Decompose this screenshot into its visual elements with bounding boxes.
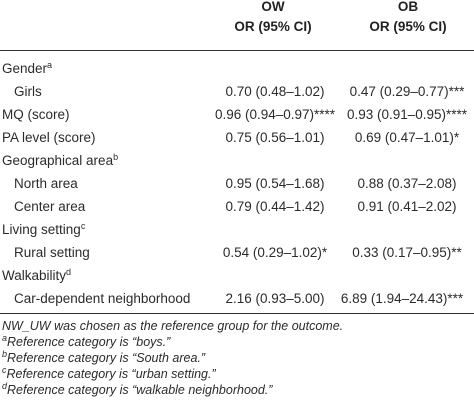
ob-value: 0.88 (0.37–2.08) [357, 176, 457, 191]
row-label: Geographical areab [2, 152, 119, 169]
ow-value: 0.95 (0.54–1.68) [225, 176, 325, 191]
header-rule [0, 50, 474, 51]
col-ob-title: OB [397, 0, 419, 14]
row-label: MQ (score) [2, 107, 70, 122]
table-row: North area 0.95 (0.54–1.68) 0.88 (0.37–2… [0, 172, 474, 195]
row-label: Walkabilityd [2, 267, 72, 284]
ow-value: 0.75 (0.56–1.01) [225, 130, 325, 145]
table-row: Girls 0.70 (0.48–1.02) 0.47 (0.29–0.77)*… [0, 80, 474, 103]
ow-value: 2.16 (0.93–5.00) [225, 291, 325, 306]
row-label: Rural setting [14, 245, 90, 260]
ob-value: 0.33 (0.17–0.95)** [352, 245, 462, 260]
col-ob-subtitle: OR (95% CI) [369, 19, 447, 34]
ob-value: 0.91 (0.41–2.02) [357, 199, 457, 214]
ob-value: 6.89 (1.94–24.43)*** [340, 291, 464, 306]
row-label: Center area [14, 199, 86, 214]
row-label: North area [14, 176, 78, 191]
table-row: MQ (score) 0.96 (0.94–0.97)**** 0.93 (0.… [0, 103, 474, 126]
row-label: PA level (score) [2, 130, 96, 145]
ob-value: 0.47 (0.29–0.77)*** [349, 84, 465, 99]
table-row: Walkabilityd [0, 264, 474, 287]
table-header: OW OB OR (95% CI) OR (95% CI) [0, 0, 474, 52]
ob-value: 0.93 (0.91–0.95)**** [346, 107, 468, 122]
row-label: Gendera [2, 60, 53, 77]
ow-value: 0.70 (0.48–1.02) [225, 84, 325, 99]
table-row: Rural setting 0.54 (0.29–1.02)* 0.33 (0.… [0, 241, 474, 264]
footnote-reference-group: NW_UW was chosen as the reference group … [2, 319, 344, 333]
table-row: Living settingc [0, 218, 474, 241]
ow-value: 0.54 (0.29–1.02)* [222, 245, 328, 260]
col-ow-subtitle: OR (95% CI) [234, 19, 312, 34]
row-label: Girls [14, 84, 42, 99]
table-row: PA level (score) 0.75 (0.56–1.01) 0.69 (… [0, 126, 474, 149]
footnote-a: aReference category is “boys.” [2, 333, 171, 350]
row-label: Living settingc [2, 221, 86, 238]
ow-value: 0.79 (0.44–1.42) [225, 199, 325, 214]
table-row: Car-dependent neighborhood 2.16 (0.93–5.… [0, 287, 474, 310]
ow-value: 0.96 (0.94–0.97)**** [214, 107, 336, 122]
table-row: Center area 0.79 (0.44–1.42) 0.91 (0.41–… [0, 195, 474, 218]
table-row: Geographical areab [0, 149, 474, 172]
ob-value: 0.69 (0.47–1.01)* [354, 130, 460, 145]
table-row: Gendera [0, 57, 474, 80]
footnote-b: bReference category is “South area.” [2, 349, 206, 366]
table-bottom-rule [0, 313, 474, 314]
col-ow-title: OW [261, 0, 285, 14]
footnote-c: cReference category is “urban setting.” [2, 365, 216, 382]
row-label: Car-dependent neighborhood [14, 291, 191, 306]
footnote-d: dReference category is “walkable neighbo… [2, 381, 273, 398]
